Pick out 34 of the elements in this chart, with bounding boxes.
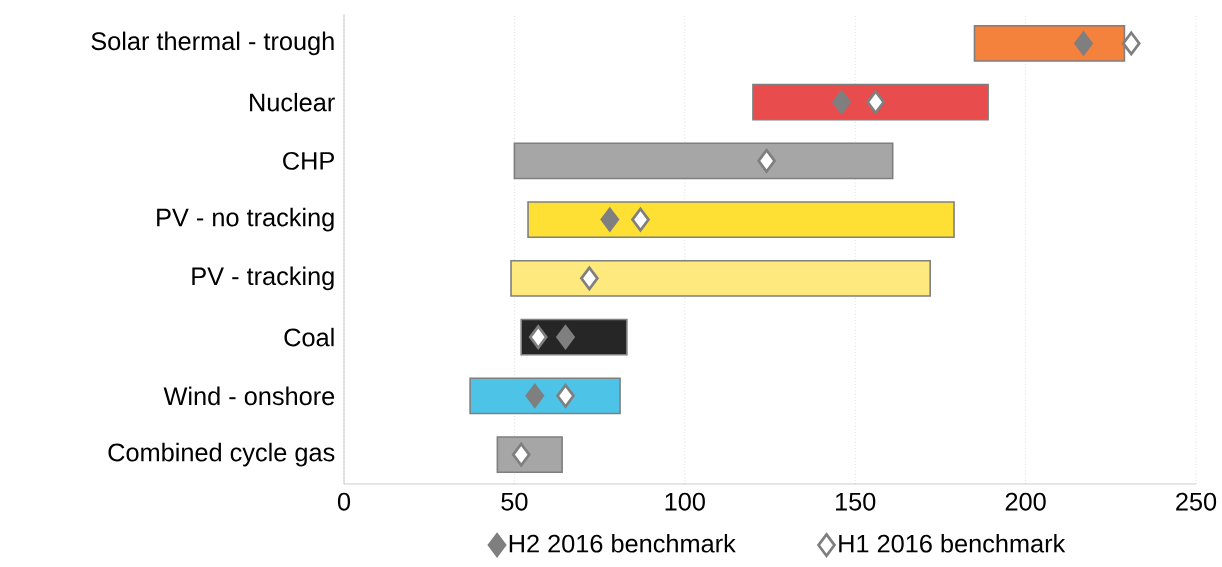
y-tick-label: Combined cycle gas: [108, 442, 335, 467]
bar: [752, 83, 989, 121]
point: [1074, 31, 1093, 56]
bar: [510, 259, 931, 297]
point: [866, 90, 885, 115]
point: [600, 207, 620, 232]
y-tick-label: Solar thermal - trough: [91, 31, 334, 56]
point: [525, 383, 545, 408]
point: [832, 90, 851, 115]
y-tick-label: CHP: [283, 151, 334, 170]
legend-label: H1 2016 benchmark: [839, 534, 1066, 553]
y-tick-label: Wind - onshore: [163, 386, 335, 406]
x-tick-label: 200: [1005, 492, 1046, 511]
point: [1121, 31, 1141, 56]
point: [580, 266, 599, 291]
bar: [469, 377, 621, 415]
x-tick-label: 100: [665, 492, 705, 511]
bar: [513, 142, 894, 180]
point: [511, 442, 531, 467]
x-tick-label: 150: [835, 492, 876, 511]
x-tick-label: 50: [501, 492, 528, 511]
x-tick-label: 0: [337, 492, 351, 511]
point: [631, 207, 650, 232]
x-tick-label: 250: [1176, 492, 1217, 511]
y-tick-label: Coal: [284, 327, 334, 347]
point: [556, 383, 575, 408]
point: [757, 148, 776, 173]
point: [528, 325, 548, 350]
bar: [527, 201, 955, 239]
y-tick-label: PV - no tracking: [157, 207, 334, 232]
point: [556, 325, 575, 350]
y-tick-label: PV - tracking: [192, 266, 334, 291]
legend-label: H2 2016 benchmark: [509, 534, 736, 553]
y-tick-label: Nuclear: [250, 92, 335, 112]
